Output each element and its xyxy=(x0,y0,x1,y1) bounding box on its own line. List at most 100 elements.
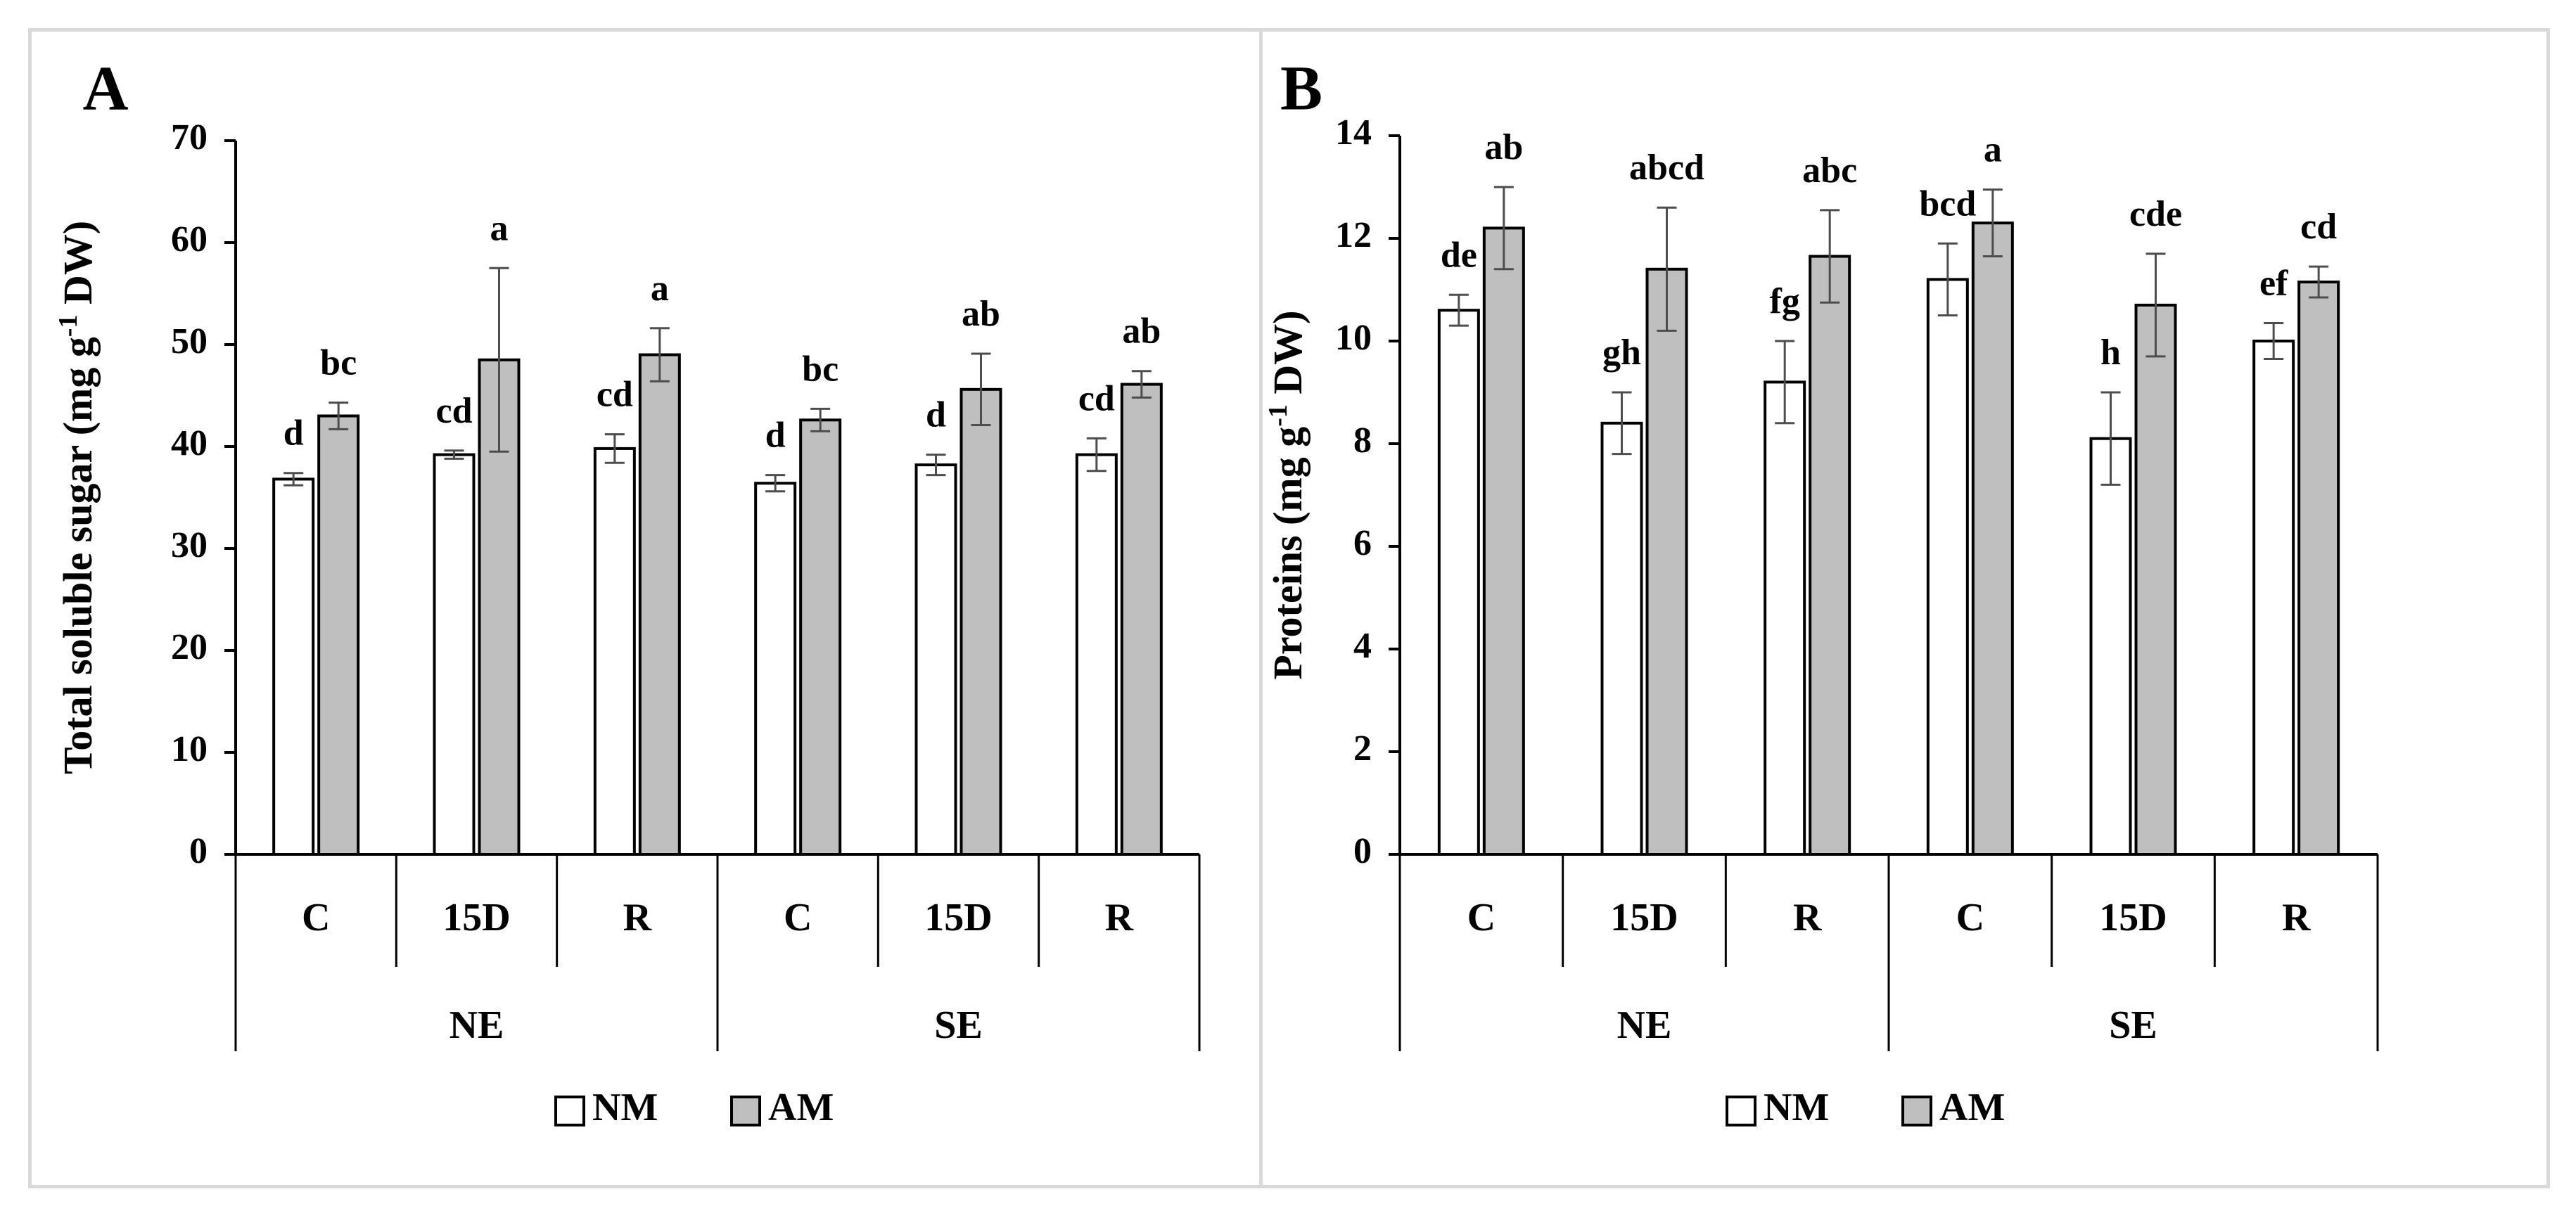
significance-letter: ab xyxy=(962,294,1000,334)
panel-a: A Total soluble sugar (mg g-1 DW) 0 10 20 30 4… xyxy=(28,28,1263,1188)
bar-nm xyxy=(433,453,476,856)
panel-label: B xyxy=(1280,54,1322,124)
bar-nm xyxy=(1075,453,1118,856)
y-tick-label: 8 xyxy=(1353,420,1372,461)
y-axis-label-superscript: -1 xyxy=(53,315,83,338)
bar-am xyxy=(1645,267,1688,856)
significance-letter: cd xyxy=(1078,378,1115,418)
bar-am xyxy=(1482,226,1525,856)
y-tick-label: 12 xyxy=(1335,215,1372,255)
bar-am xyxy=(1809,255,1851,856)
legend-swatch-nm xyxy=(554,1096,585,1126)
x-category-label: C xyxy=(1956,896,1984,939)
x-category-label: 15D xyxy=(924,896,992,939)
significance-letter: de xyxy=(1441,235,1477,275)
y-tick-label: 14 xyxy=(1335,113,1372,153)
significance-letter: cd xyxy=(436,391,473,431)
bar-am xyxy=(799,418,842,856)
y-tick-label: 2 xyxy=(1353,728,1372,769)
legend-swatch-am xyxy=(1901,1096,1932,1126)
bar-am xyxy=(1971,221,2014,856)
x-group-label: NE xyxy=(1617,1003,1672,1047)
y-tick-label: 4 xyxy=(1353,626,1372,666)
significance-letter: cd xyxy=(597,375,633,415)
bar-am xyxy=(638,353,681,856)
x-category-label: R xyxy=(2282,896,2311,939)
y-tick-label: 0 xyxy=(1353,831,1372,871)
y-axis-label-unit: DW) xyxy=(1265,310,1311,404)
panel-b: B Proteins (mg g-1 DW) 0 2 4 6 8 10 12 14 C 15D R C 15… xyxy=(1259,28,2550,1188)
bar-am xyxy=(1120,383,1163,856)
bar-nm xyxy=(1764,380,1806,856)
significance-letter: gh xyxy=(1602,333,1641,373)
significance-letter: bc xyxy=(320,343,357,383)
y-axis-label-text: Total soluble sugar (mg g xyxy=(55,337,101,774)
bar-nm xyxy=(1437,309,1480,856)
bar-nm xyxy=(1926,278,1969,856)
y-axis-label: Total soluble sugar (mg g-1 DW) xyxy=(53,221,101,774)
significance-letter: bc xyxy=(802,349,839,389)
significance-letter: ab xyxy=(1484,127,1523,167)
significance-letter: cde xyxy=(2129,194,2182,234)
bar-am xyxy=(2134,303,2177,856)
x-category-label: R xyxy=(1105,896,1134,939)
significance-letter: abc xyxy=(1802,150,1857,191)
x-group-label: SE xyxy=(2109,1003,2157,1047)
y-tick-label: 20 xyxy=(171,627,208,667)
y-axis-label-unit: DW) xyxy=(55,221,101,315)
bar-nm xyxy=(2252,340,2295,856)
legend-swatch-nm xyxy=(1726,1096,1756,1126)
y-tick-label: 70 xyxy=(171,117,208,158)
y-tick-label: 60 xyxy=(171,219,208,259)
y-tick-label: 10 xyxy=(171,729,208,769)
bar-nm xyxy=(2089,437,2132,856)
significance-letter: abcd xyxy=(1629,148,1704,188)
bar-nm xyxy=(754,482,797,856)
significance-letter: bcd xyxy=(1919,184,1976,224)
x-category-label: 15D xyxy=(442,896,510,939)
x-category-label: C xyxy=(784,896,812,939)
x-category-label: C xyxy=(1467,896,1496,939)
significance-letter: a xyxy=(651,269,669,309)
x-category-label: R xyxy=(623,896,652,939)
legend-label-nm: NM xyxy=(592,1086,658,1129)
y-tick-label: 10 xyxy=(1335,318,1372,358)
legend-label-am: AM xyxy=(768,1086,834,1129)
significance-letter: d xyxy=(765,416,786,456)
significance-letter: a xyxy=(1984,130,2002,170)
significance-letter: ef xyxy=(2259,263,2288,303)
x-category-label: 15D xyxy=(1610,896,1678,939)
significance-letter: h xyxy=(2100,333,2121,373)
y-axis-label: Proteins (mg g-1 DW) xyxy=(1263,310,1311,679)
bar-nm xyxy=(593,447,636,856)
bar-nm xyxy=(272,477,315,856)
bar-am xyxy=(959,387,1002,856)
significance-letter: a xyxy=(490,208,509,248)
y-tick-label: 30 xyxy=(171,525,208,565)
y-axis-label-superscript: -1 xyxy=(1263,404,1293,427)
bar-nm xyxy=(914,463,957,856)
significance-letter: d xyxy=(283,413,304,454)
x-category-label: 15D xyxy=(2099,896,2167,939)
bar-am xyxy=(2297,281,2340,856)
bar-nm xyxy=(1600,421,1643,856)
significance-letter: d xyxy=(926,395,946,435)
y-tick-label: 0 xyxy=(189,831,208,871)
y-tick-label: 6 xyxy=(1353,523,1372,563)
bar-am xyxy=(317,414,360,856)
significance-letter: ab xyxy=(1122,312,1161,352)
legend-label-am: AM xyxy=(1939,1086,2005,1129)
x-category-label: C xyxy=(302,896,330,939)
legend-label-nm: NM xyxy=(1764,1086,1829,1129)
significance-letter: cd xyxy=(2300,207,2337,247)
y-axis-label-text: Proteins (mg g xyxy=(1265,427,1311,680)
chart-b: B Proteins (mg g-1 DW) 0 2 4 6 8 10 12 14 C 15D R C 15… xyxy=(1263,54,2379,1129)
y-tick-label: 40 xyxy=(171,423,208,463)
x-category-label: R xyxy=(1793,896,1822,939)
chart-a: A Total soluble sugar (mg g-1 DW) 0 10 20 30 4… xyxy=(53,54,1201,1129)
panel-label: A xyxy=(83,54,129,124)
legend-swatch-am xyxy=(730,1096,761,1126)
y-tick-label: 50 xyxy=(171,321,208,361)
x-group-label: SE xyxy=(934,1003,983,1047)
x-group-label: NE xyxy=(449,1003,504,1047)
